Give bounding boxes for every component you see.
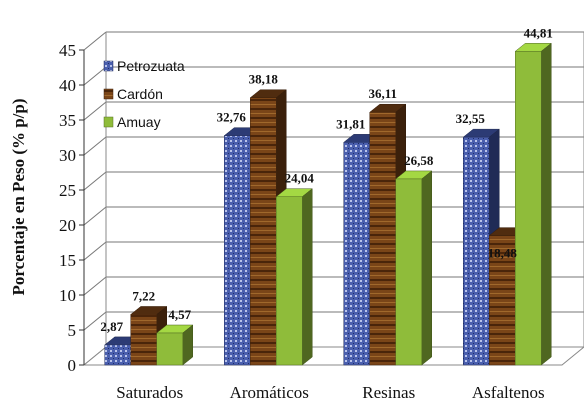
legend-label: Amuay <box>117 114 161 130</box>
legend-swatch <box>103 88 114 100</box>
data-label: 4,57 <box>168 307 191 322</box>
bar-side <box>541 42 552 366</box>
bar-amuay-resinas <box>395 178 422 366</box>
bar-petrozuata-aromticos <box>224 135 251 366</box>
legend-swatch <box>103 60 114 72</box>
data-label: 36,11 <box>368 86 397 101</box>
bar-cardn-asfaltenos <box>489 235 516 366</box>
bar-cardn-resinas <box>369 111 396 366</box>
data-label: 32,76 <box>217 110 247 125</box>
data-label: 38,18 <box>249 72 279 87</box>
data-label: 26,58 <box>404 153 434 168</box>
bar-petrozuata-asfaltenos <box>463 136 490 366</box>
data-label: 2,87 <box>100 319 123 334</box>
gridline-side <box>83 276 107 296</box>
gridline-side <box>83 66 107 86</box>
gridline-side <box>83 171 107 191</box>
bar-side <box>421 170 432 366</box>
y-tick-label: 25 <box>59 181 76 200</box>
legend-label: Cardón <box>117 86 163 102</box>
data-label: 31,81 <box>336 116 365 131</box>
data-label: 24,04 <box>285 171 315 186</box>
x-category-label: Asfaltenos <box>472 383 545 402</box>
y-tick-label: 15 <box>59 251 76 270</box>
y-tick-label: 10 <box>59 286 76 305</box>
data-label: 18,48 <box>488 246 518 261</box>
gridline-side <box>83 311 107 331</box>
bar-petrozuata-resinas <box>343 142 370 366</box>
gridline-side <box>83 31 107 51</box>
bar-amuay-aromticos <box>276 196 303 366</box>
y-tick-label: 40 <box>59 76 76 95</box>
gridline-side <box>83 206 107 226</box>
bar-side <box>302 188 313 366</box>
y-tick-label: 35 <box>59 111 76 130</box>
gridline-side <box>83 241 107 261</box>
y-tick-label: 20 <box>59 216 76 235</box>
y-axis-title: Porcentaje en Peso (% p/p) <box>9 98 28 295</box>
bar-petrozuata-saturados <box>104 344 131 366</box>
gridline-side <box>83 136 107 156</box>
legend-label: Petrozuata <box>117 58 185 74</box>
y-tick-label: 0 <box>68 356 77 375</box>
bar-amuay-asfaltenos <box>515 51 542 366</box>
y-tick-label: 30 <box>59 146 76 165</box>
bar-cardn-aromticos <box>250 97 277 366</box>
bar-cardn-saturados <box>130 314 157 366</box>
data-label: 32,55 <box>456 111 486 126</box>
legend-swatch <box>103 116 114 128</box>
y-tick-label: 5 <box>68 321 77 340</box>
gridline-side <box>83 101 107 121</box>
data-label: 7,22 <box>132 288 155 303</box>
data-label: 44,81 <box>524 25 553 40</box>
x-category-label: Resinas <box>362 383 415 402</box>
x-category-label: Aromáticos <box>230 383 309 402</box>
y-tick-label: 45 <box>59 41 76 60</box>
bar-amuay-saturados <box>156 332 183 366</box>
x-category-label: Saturados <box>116 383 183 402</box>
